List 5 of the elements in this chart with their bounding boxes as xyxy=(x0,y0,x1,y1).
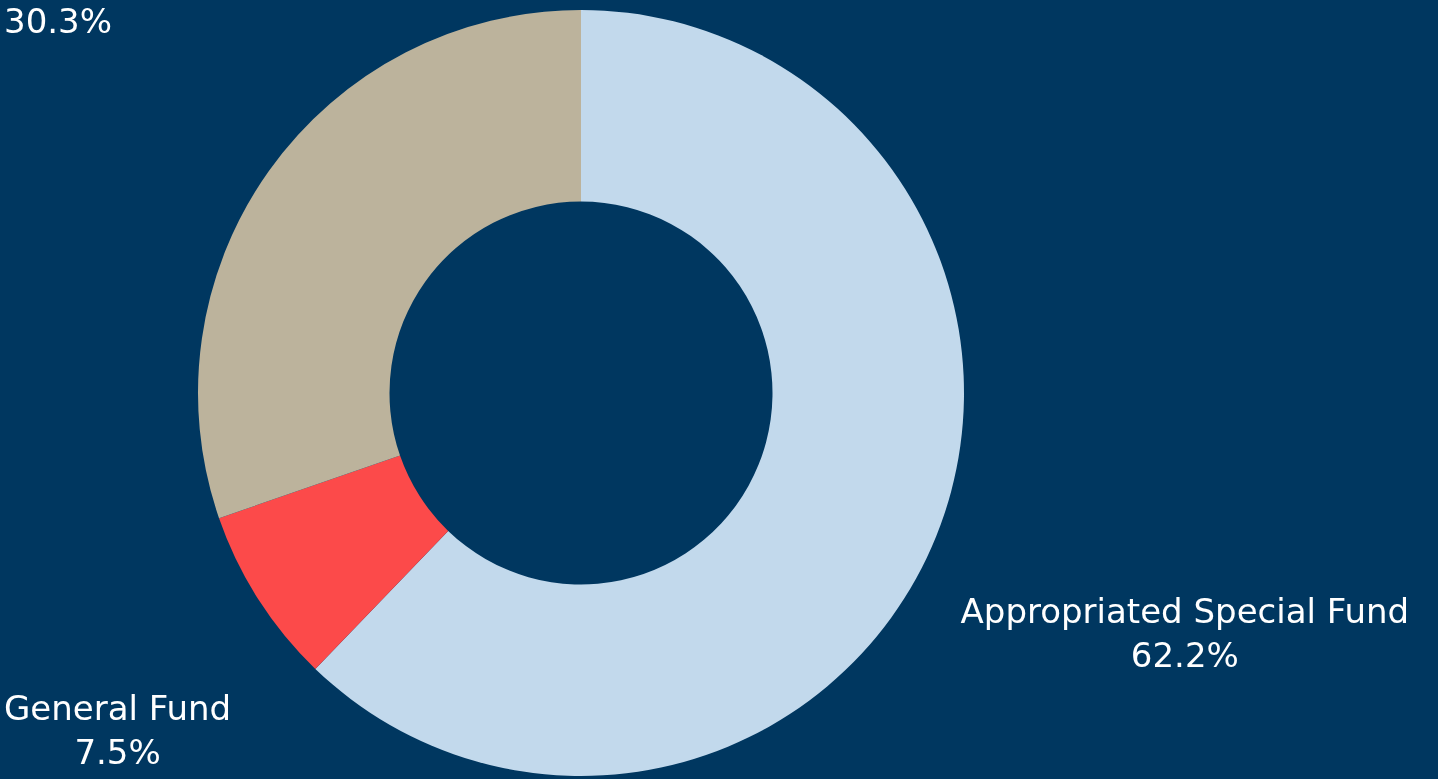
slice-label: Appropriated Special Fund xyxy=(960,591,1410,632)
slice-label: General Fund xyxy=(3,687,232,728)
data-label: 62.2% xyxy=(1130,635,1239,676)
data-label: 30.3% xyxy=(4,0,113,41)
data-label: 7.5% xyxy=(74,731,161,772)
